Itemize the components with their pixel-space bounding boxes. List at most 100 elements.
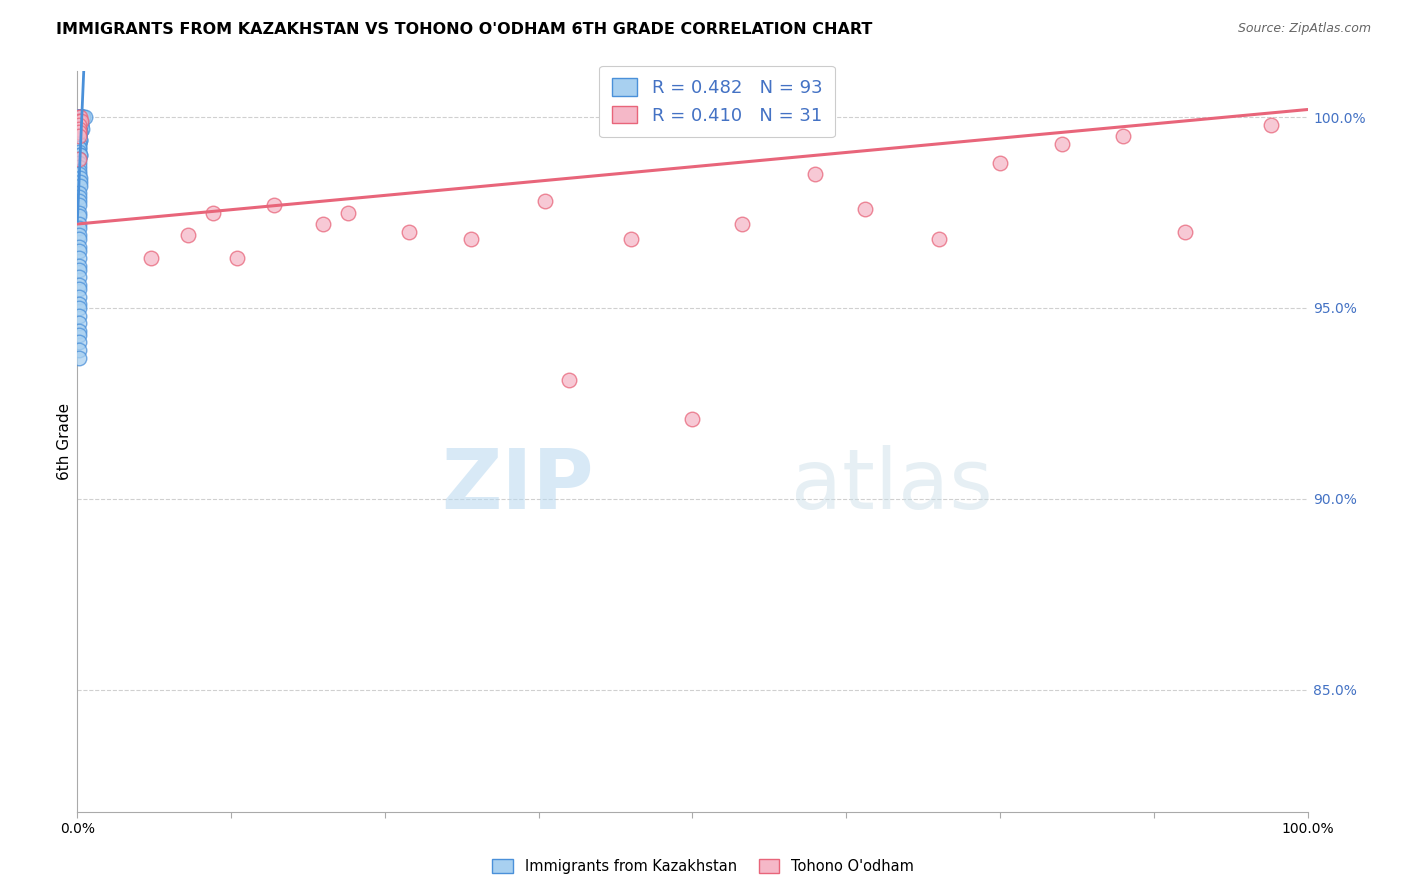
Point bbox=[534, 194, 557, 208]
Point bbox=[226, 252, 249, 266]
Point bbox=[67, 282, 90, 296]
Point bbox=[682, 411, 704, 425]
Point bbox=[70, 110, 93, 124]
Point bbox=[67, 121, 90, 136]
Point bbox=[177, 228, 200, 243]
Point bbox=[67, 118, 90, 132]
Point bbox=[67, 152, 90, 166]
Text: Source: ZipAtlas.com: Source: ZipAtlas.com bbox=[1237, 22, 1371, 36]
Point bbox=[67, 217, 90, 231]
Point bbox=[67, 351, 90, 365]
Point bbox=[70, 118, 93, 132]
Point bbox=[70, 118, 93, 132]
Point bbox=[70, 110, 93, 124]
Point bbox=[67, 110, 90, 124]
Point bbox=[67, 129, 90, 144]
Point bbox=[69, 110, 91, 124]
Point bbox=[67, 114, 90, 128]
Point bbox=[67, 110, 90, 124]
Point bbox=[337, 205, 360, 219]
Point bbox=[67, 145, 90, 159]
Point bbox=[67, 252, 90, 266]
Point bbox=[72, 110, 94, 124]
Point bbox=[201, 205, 224, 219]
Point bbox=[67, 121, 90, 136]
Point bbox=[67, 343, 90, 357]
Point bbox=[67, 190, 90, 204]
Text: atlas: atlas bbox=[792, 445, 993, 526]
Point bbox=[69, 114, 91, 128]
Point bbox=[69, 125, 91, 139]
Point bbox=[1174, 225, 1197, 239]
Point bbox=[69, 114, 91, 128]
Point bbox=[67, 110, 90, 124]
Point bbox=[928, 232, 950, 246]
Point bbox=[70, 110, 93, 124]
Point bbox=[67, 129, 90, 144]
Point bbox=[67, 114, 90, 128]
Point bbox=[67, 186, 90, 201]
Point bbox=[69, 110, 91, 124]
Point bbox=[70, 110, 93, 124]
Point bbox=[69, 125, 91, 139]
Y-axis label: 6th Grade: 6th Grade bbox=[56, 403, 72, 480]
Point bbox=[70, 118, 93, 132]
Point bbox=[67, 220, 90, 235]
Point bbox=[67, 114, 90, 128]
Text: ZIP: ZIP bbox=[441, 445, 595, 526]
Legend: R = 0.482   N = 93, R = 0.410   N = 31: R = 0.482 N = 93, R = 0.410 N = 31 bbox=[599, 66, 835, 137]
Point bbox=[69, 133, 91, 147]
Point bbox=[67, 114, 90, 128]
Point bbox=[67, 262, 90, 277]
Point bbox=[67, 136, 90, 151]
Point bbox=[69, 133, 91, 147]
Point bbox=[67, 160, 90, 174]
Point bbox=[69, 110, 91, 124]
Point bbox=[69, 110, 91, 124]
Point bbox=[67, 309, 90, 323]
Point bbox=[70, 110, 93, 124]
Point bbox=[67, 210, 90, 224]
Point bbox=[558, 374, 581, 388]
Point bbox=[67, 259, 90, 273]
Point bbox=[67, 121, 90, 136]
Point bbox=[67, 228, 90, 243]
Point bbox=[67, 327, 90, 342]
Point bbox=[69, 110, 91, 124]
Point bbox=[73, 110, 96, 124]
Point bbox=[70, 110, 93, 124]
Point bbox=[67, 141, 90, 155]
Point bbox=[67, 244, 90, 258]
Point bbox=[70, 121, 93, 136]
Point bbox=[1260, 118, 1282, 132]
Text: IMMIGRANTS FROM KAZAKHSTAN VS TOHONO O'ODHAM 6TH GRADE CORRELATION CHART: IMMIGRANTS FROM KAZAKHSTAN VS TOHONO O'O… bbox=[56, 22, 873, 37]
Point bbox=[69, 118, 91, 132]
Point bbox=[67, 110, 90, 124]
Point bbox=[67, 301, 90, 315]
Point bbox=[67, 141, 90, 155]
Point bbox=[804, 168, 827, 182]
Point bbox=[731, 217, 754, 231]
Point bbox=[67, 278, 90, 293]
Point bbox=[69, 125, 91, 139]
Point bbox=[69, 110, 91, 124]
Point bbox=[67, 110, 90, 124]
Point bbox=[69, 114, 91, 128]
Point bbox=[69, 171, 91, 186]
Point bbox=[67, 232, 90, 246]
Point bbox=[67, 129, 90, 144]
Point bbox=[460, 232, 482, 246]
Point bbox=[67, 270, 90, 285]
Point bbox=[69, 175, 91, 189]
Point bbox=[67, 289, 90, 303]
Point bbox=[263, 198, 285, 212]
Point bbox=[70, 114, 93, 128]
Point bbox=[67, 110, 90, 124]
Point bbox=[72, 110, 94, 124]
Legend: Immigrants from Kazakhstan, Tohono O'odham: Immigrants from Kazakhstan, Tohono O'odh… bbox=[486, 854, 920, 880]
Point bbox=[67, 194, 90, 208]
Point bbox=[67, 324, 90, 338]
Point bbox=[67, 316, 90, 330]
Point bbox=[67, 110, 90, 124]
Point bbox=[67, 297, 90, 311]
